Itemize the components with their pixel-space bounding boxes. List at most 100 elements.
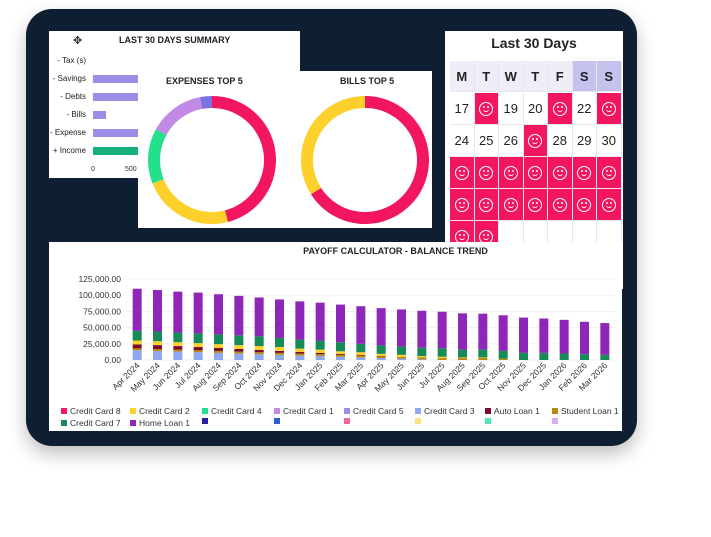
calendar-day-cell[interactable] <box>523 125 548 157</box>
calendar-day-cell[interactable] <box>597 157 622 189</box>
bar-segment <box>498 315 508 351</box>
calendar-day-cell[interactable] <box>523 189 548 221</box>
legend-swatch <box>274 418 280 424</box>
calendar-day-cell[interactable]: 24 <box>450 125 475 157</box>
bar-segment <box>437 356 447 359</box>
bar-segment <box>600 323 610 355</box>
bar-segment <box>519 352 528 360</box>
summary-bar <box>93 75 165 83</box>
calendar-day-cell[interactable]: 25 <box>474 125 499 157</box>
expenses-title: EXPENSES TOP 5 <box>166 76 243 86</box>
legend-item: Credit Card 2 <box>130 406 190 416</box>
calendar-day-cell[interactable] <box>474 157 499 189</box>
bar-segment <box>498 350 508 359</box>
calendar-day-cell[interactable] <box>499 157 524 189</box>
calendar-day-cell[interactable]: 28 <box>548 125 573 157</box>
legend-item <box>552 418 561 424</box>
calendar-day-cell[interactable] <box>548 93 573 125</box>
bar-segment <box>376 356 386 359</box>
bar-segment <box>214 348 223 351</box>
calendar-day-cell[interactable] <box>450 189 475 221</box>
calendar-day-cell[interactable]: 20 <box>523 93 548 125</box>
legend-swatch <box>274 408 280 414</box>
calendar-day-cell[interactable] <box>597 189 622 221</box>
bar-segment <box>254 352 264 355</box>
calendar-day-cell[interactable] <box>597 93 622 125</box>
calendar-day-cell[interactable] <box>450 157 475 189</box>
bar-segment <box>295 348 305 352</box>
smiley-icon <box>601 197 616 212</box>
bar-segment <box>498 358 508 360</box>
calendar-day-cell[interactable] <box>499 189 524 221</box>
legend-swatch <box>415 418 421 424</box>
y-tick-label: 125,000.00 <box>78 274 121 284</box>
bar-segment <box>559 353 569 360</box>
bar-segment <box>417 359 427 360</box>
legend-item: Credit Card 7 <box>61 418 121 428</box>
bar-segment <box>193 347 203 351</box>
y-tick-label: 50,000.00 <box>83 323 121 333</box>
legend-label: Home Loan 1 <box>139 418 191 428</box>
summary-bar <box>93 129 167 137</box>
calendar-day-cell[interactable]: 29 <box>572 125 597 157</box>
smiley-icon <box>503 165 518 180</box>
bar-segment <box>173 349 183 352</box>
bar-segment <box>580 354 589 360</box>
bar-segment <box>275 337 284 348</box>
calendar-day-cell[interactable] <box>572 189 597 221</box>
calendar-day-cell[interactable] <box>474 93 499 125</box>
legend-item: Credit Card 4 <box>202 406 262 416</box>
bar-segment <box>153 290 162 332</box>
bar-segment <box>336 354 345 357</box>
bar-segment <box>132 350 142 360</box>
bar-segment <box>478 313 488 350</box>
bar-segment <box>275 299 284 338</box>
bar-segment <box>275 352 284 355</box>
smiley-icon <box>503 197 518 212</box>
calendar-day-cell[interactable]: 26 <box>499 125 524 157</box>
bar-segment <box>234 345 244 349</box>
smiley-icon <box>601 101 616 116</box>
calendar-day-cell[interactable] <box>474 189 499 221</box>
bar-segment <box>153 341 162 346</box>
smiley-icon <box>577 197 592 212</box>
bar-segment <box>153 348 162 351</box>
legend-label: Credit Card 8 <box>70 406 121 416</box>
calendar-day-cell[interactable] <box>572 157 597 189</box>
calendar-day-cell[interactable]: 19 <box>499 93 524 125</box>
calendar-day-cell[interactable]: 22 <box>572 93 597 125</box>
legend-label: Credit Card 5 <box>353 406 404 416</box>
bar-segment <box>132 340 142 345</box>
legend-label: Credit Card 4 <box>211 406 262 416</box>
y-tick-label: 100,000.00 <box>78 290 121 300</box>
legend-item: Credit Card 8 <box>61 406 121 416</box>
calendar-day-cell[interactable] <box>523 157 548 189</box>
bar-segment <box>356 343 366 353</box>
bar-segment <box>132 348 142 351</box>
smiley-icon <box>552 165 567 180</box>
bar-segment <box>315 354 325 357</box>
bar-segment <box>356 352 366 355</box>
bar-segment <box>397 309 406 347</box>
bar-segment <box>315 349 325 353</box>
bar-segment <box>559 319 569 354</box>
balance-trend-chart: 0.00 25,000.00 50,000.00 75,000.00 100,000.0… <box>78 274 615 394</box>
bar-segment <box>193 352 203 360</box>
expenses-slice-2 <box>148 129 167 184</box>
bar-segment <box>254 349 264 353</box>
calendar-day-cell[interactable]: 17 <box>450 93 475 125</box>
move-handle-icon[interactable]: ✥ <box>73 35 83 47</box>
legend-label: Credit Card 1 <box>283 406 334 416</box>
legend-label: Credit Card 7 <box>70 418 121 428</box>
summary-row-label: - Expense <box>49 128 86 137</box>
legend-swatch <box>552 418 558 424</box>
summary-bar <box>93 147 156 155</box>
summary-bar <box>93 111 106 119</box>
calendar-weekday-header: T <box>523 61 548 92</box>
calendar-day-cell[interactable]: 30 <box>597 125 622 157</box>
bar-segment <box>315 302 325 341</box>
bar-segment <box>336 356 345 360</box>
calendar-day-cell[interactable] <box>548 157 573 189</box>
calendar-day-cell[interactable] <box>548 189 573 221</box>
bar-segment <box>193 333 203 344</box>
